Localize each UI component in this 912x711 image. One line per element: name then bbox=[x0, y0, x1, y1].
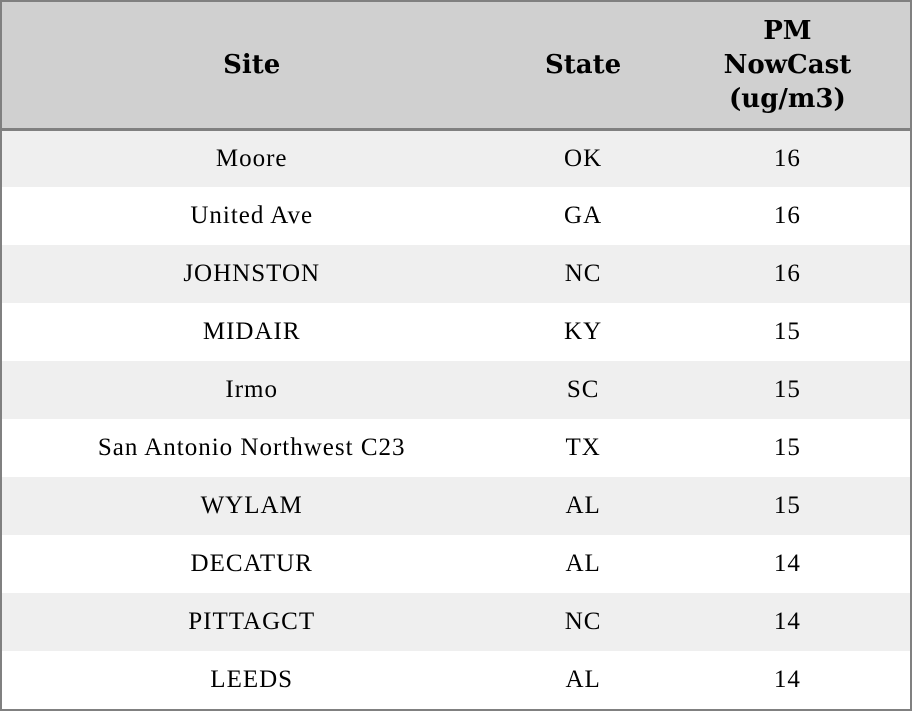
column-header-site-label: Site bbox=[223, 50, 281, 80]
state-cell: SC bbox=[566, 376, 600, 404]
pm-nowcast-cell: 15 bbox=[773, 318, 801, 346]
table-row: Irmo SC 15 bbox=[2, 361, 910, 420]
table-body: Moore OK 16 United Ave GA 16 JOHNSTON NC 16 MIDAI… bbox=[2, 129, 910, 709]
site-cell: Irmo bbox=[225, 376, 278, 404]
column-header-pm-nowcast: PM NowCast (ug/m3) bbox=[664, 2, 910, 131]
state-cell: AL bbox=[565, 550, 601, 578]
header-row: Site State PM NowCast (ug/m3) bbox=[2, 2, 910, 131]
site-cell: San Antonio Northwest C23 bbox=[97, 434, 406, 462]
pm-nowcast-cell: 16 bbox=[773, 145, 801, 173]
state-cell: NC bbox=[564, 607, 602, 635]
site-cell: United Ave bbox=[190, 202, 314, 230]
state-cell: AL bbox=[565, 492, 601, 520]
pm-nowcast-cell: 14 bbox=[773, 607, 801, 635]
state-cell: NC bbox=[564, 260, 602, 288]
site-cell: DECATUR bbox=[190, 550, 313, 578]
site-cell: LEEDS bbox=[210, 665, 294, 693]
table-row: MIDAIR KY 15 bbox=[2, 303, 910, 362]
table-row: WYLAM AL 15 bbox=[2, 477, 910, 536]
table-row: Moore OK 16 bbox=[2, 129, 910, 188]
table-row: San Antonio Northwest C23 TX 15 bbox=[2, 419, 910, 478]
pm-nowcast-cell: 16 bbox=[773, 202, 801, 230]
state-cell: OK bbox=[564, 145, 603, 173]
table-row: DECATUR AL 14 bbox=[2, 535, 910, 593]
column-header-state: State bbox=[501, 2, 665, 131]
pm-nowcast-cell: 14 bbox=[773, 665, 801, 693]
table-row: LEEDS AL 14 bbox=[2, 650, 910, 709]
site-cell: MIDAIR bbox=[202, 318, 301, 346]
pm-nowcast-cell: 16 bbox=[773, 260, 801, 288]
column-header-pm-nowcast-label: PM NowCast (ug/m3) bbox=[723, 16, 852, 114]
pm-nowcast-cell: 14 bbox=[773, 550, 801, 578]
column-header-state-label: State bbox=[545, 50, 622, 80]
site-cell: JOHNSTON bbox=[183, 260, 321, 288]
state-cell: AL bbox=[565, 665, 601, 693]
state-cell: TX bbox=[565, 434, 601, 462]
state-cell: GA bbox=[564, 202, 603, 230]
pm-nowcast-cell: 15 bbox=[773, 376, 801, 404]
pm-nowcast-cell: 15 bbox=[773, 434, 801, 462]
column-header-site: Site bbox=[2, 2, 502, 131]
table-row: United Ave GA 16 bbox=[2, 187, 910, 246]
table-header: Site State PM NowCast (ug/m3) bbox=[2, 2, 910, 131]
table-row: PITTAGCT NC 14 bbox=[2, 593, 910, 651]
site-cell: Moore bbox=[215, 145, 288, 173]
site-cell: PITTAGCT bbox=[188, 607, 316, 635]
table-row: JOHNSTON NC 16 bbox=[2, 245, 910, 304]
site-cell: WYLAM bbox=[200, 492, 303, 520]
pm-nowcast-cell: 15 bbox=[773, 492, 801, 520]
state-cell: KY bbox=[564, 318, 603, 346]
